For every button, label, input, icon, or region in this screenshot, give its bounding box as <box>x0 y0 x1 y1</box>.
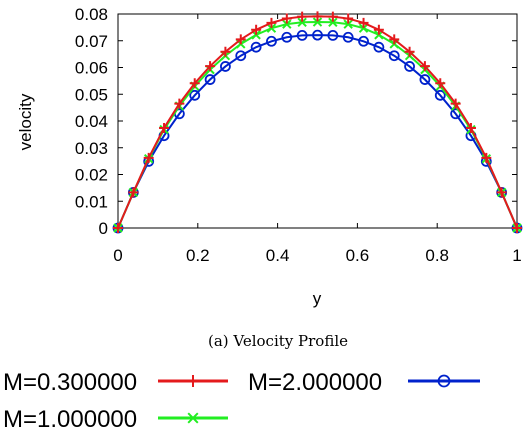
legend-marker <box>187 412 199 424</box>
data-point <box>189 89 201 101</box>
data-point <box>343 13 354 24</box>
y-tick-label: 0.08 <box>75 5 108 24</box>
data-point <box>220 61 231 72</box>
data-point <box>281 13 292 24</box>
data-point <box>251 24 262 35</box>
x-axis-title: y <box>313 289 322 308</box>
legend-marker <box>187 375 199 387</box>
x-tick-label: 0.8 <box>425 246 449 265</box>
data-point <box>296 30 308 41</box>
x-tick-label: 1 <box>512 246 521 265</box>
data-point <box>512 223 522 233</box>
data-point <box>205 61 216 72</box>
y-tick-label: 0.03 <box>75 139 108 158</box>
data-point <box>297 11 308 22</box>
legend-entry: M=1.000000 <box>3 406 228 433</box>
data-point <box>266 17 277 28</box>
data-point <box>434 89 446 101</box>
series-line <box>117 15 518 229</box>
chart-legend: M=0.300000 M=1.000000 M=2.000000 <box>3 369 480 433</box>
x-tick-label: 0.4 <box>266 246 290 265</box>
data-point <box>342 31 354 43</box>
data-point <box>327 11 338 22</box>
data-point <box>450 98 461 109</box>
x-tick-label: 0.2 <box>186 246 210 265</box>
data-point <box>465 122 476 133</box>
data-point <box>327 30 339 41</box>
plot-series <box>112 11 523 234</box>
data-point <box>358 17 369 28</box>
data-point <box>128 187 139 198</box>
legend-entry: M=2.000000 <box>248 369 480 396</box>
data-point <box>328 17 338 27</box>
y-tick-label: 0.07 <box>75 32 108 51</box>
data-point <box>404 61 415 72</box>
data-point <box>358 23 369 33</box>
plot-axes: 0 0.01 0.02 0.03 0.04 0.05 0.06 0.07 0.08 0 0.2 0.4… <box>75 5 522 265</box>
data-point <box>250 41 262 53</box>
data-point <box>388 50 400 62</box>
series-line <box>117 21 518 229</box>
data-point <box>235 50 247 62</box>
data-point <box>220 46 231 57</box>
legend-label: M=0.300000 <box>3 369 137 396</box>
data-point <box>281 31 293 43</box>
y-tick-label: 0.01 <box>75 192 108 211</box>
y-tick-label: 0 <box>99 219 108 238</box>
data-point <box>373 24 384 35</box>
y-tick-label: 0.05 <box>75 85 108 104</box>
data-point <box>189 78 200 89</box>
data-point <box>266 35 277 47</box>
data-point <box>435 78 446 89</box>
series-m-1-000000 <box>113 17 522 233</box>
data-point <box>282 19 292 29</box>
series-m-2-000000 <box>112 29 523 234</box>
data-point <box>266 23 277 33</box>
x-tick-label: 0 <box>113 246 122 265</box>
data-point <box>343 19 353 29</box>
data-point <box>496 187 507 198</box>
plot-frame <box>117 13 518 229</box>
data-point <box>358 35 369 47</box>
data-point <box>373 41 385 53</box>
data-point <box>297 17 307 27</box>
data-point <box>389 34 400 45</box>
data-point <box>312 11 323 22</box>
data-point <box>312 17 323 27</box>
data-point <box>204 74 216 85</box>
data-point <box>481 152 492 163</box>
data-point <box>419 61 430 72</box>
y-tick-label: 0.02 <box>75 166 108 185</box>
data-point <box>404 46 415 57</box>
data-point <box>174 98 185 109</box>
legend-entry: M=0.300000 <box>3 369 228 396</box>
y-tick-label: 0.04 <box>75 112 108 131</box>
data-point <box>113 223 123 233</box>
data-point <box>419 74 431 85</box>
data-point <box>235 34 246 45</box>
figure-caption: (a) Velocity Profile <box>208 332 348 350</box>
legend-label: M=2.000000 <box>248 369 382 396</box>
data-point <box>159 122 170 133</box>
legend-label: M=1.000000 <box>3 406 137 433</box>
data-point <box>312 29 323 41</box>
y-axis-title: velocity <box>16 93 35 150</box>
series-line <box>117 34 518 229</box>
y-tick-label: 0.06 <box>75 59 108 78</box>
x-tick-label: 0.6 <box>346 246 370 265</box>
series-m-0-300000 <box>113 11 522 233</box>
data-point <box>143 152 154 163</box>
legend-marker <box>437 374 451 388</box>
